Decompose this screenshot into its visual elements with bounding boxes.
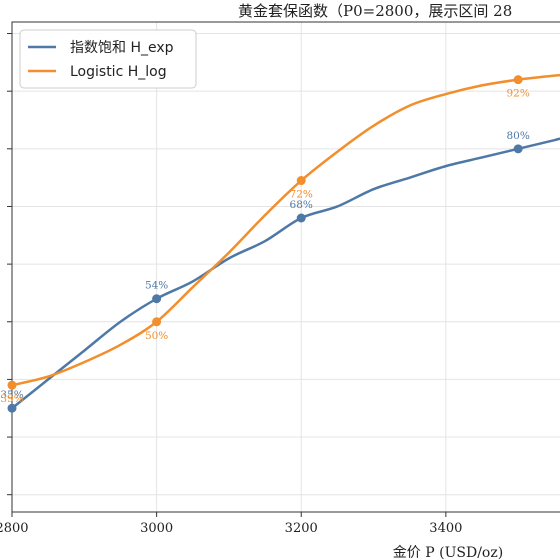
data-label: 50% [145, 330, 168, 342]
series-line [10, 137, 560, 410]
plot-area [11, 21, 560, 513]
data-point [513, 75, 523, 85]
data-point [7, 380, 17, 390]
series-line [10, 73, 560, 387]
data-point [296, 176, 306, 186]
legend-label: 指数饱和 H_exp [70, 40, 174, 56]
y-axis-ticks [7, 33, 12, 496]
x-axis-label: 金价 P (USD/oz) [393, 545, 503, 560]
x-tick-label: 2800 [0, 521, 29, 536]
data-point [152, 294, 162, 304]
x-axis-ticks: 2800 3000 3200 3400 [0, 512, 462, 536]
series-2: 39% 50% 72% 92% [0, 73, 560, 405]
data-point [7, 403, 17, 413]
series-layer: 35% 54% 68% 80% 39% 50% 72% 92% [0, 73, 560, 413]
data-label: 35% [0, 389, 23, 401]
legend-label: Logistic H_log [70, 64, 167, 80]
x-tick-label: 3400 [429, 521, 462, 536]
data-point [152, 317, 162, 327]
chart-title: 黄金套保函数（P0=2800，展示区间 28 [238, 2, 512, 20]
data-label: 80% [506, 130, 529, 142]
data-label: 92% [506, 88, 529, 100]
x-tick-label: 3200 [285, 521, 318, 536]
legend: 指数饱和 H_exp Logistic H_log [19, 29, 197, 89]
data-label: 39% [0, 393, 23, 405]
series-1: 35% 54% 68% 80% [0, 130, 560, 413]
data-point [513, 144, 523, 154]
grid-lines [11, 22, 560, 512]
data-point [296, 213, 306, 223]
x-tick-label: 3000 [140, 521, 173, 536]
data-label: 54% [145, 280, 168, 292]
data-label: 68% [290, 199, 313, 211]
data-label: 72% [290, 189, 313, 201]
legend-box [19, 29, 197, 89]
